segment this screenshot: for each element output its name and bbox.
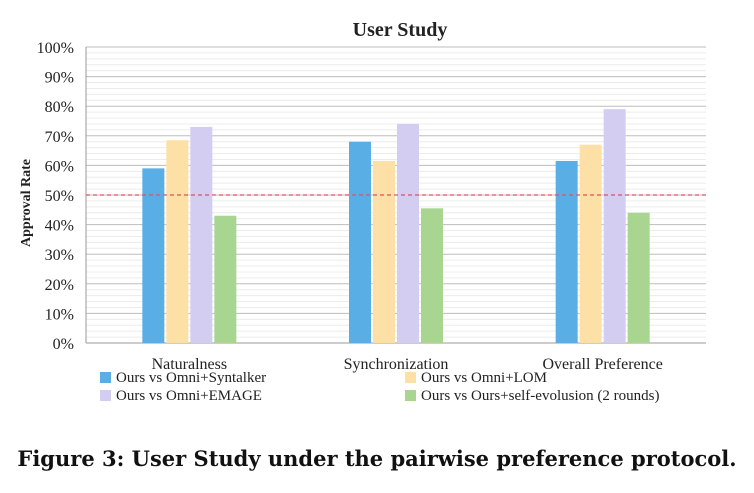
y-tick-label: 100% — [37, 40, 74, 57]
bars — [142, 109, 650, 344]
bar — [555, 160, 578, 343]
x-axis-ticks: Naturalness Synchronization Overall Prefer… — [152, 356, 663, 373]
y-axis-ticks: 0% 10% 20% 30% 40% 50% 60% 70% 80% 90% 100% — [37, 40, 74, 353]
bar — [397, 123, 419, 344]
bar — [214, 215, 237, 343]
legend-label: Ours vs Omni+Syntalker — [116, 370, 266, 386]
legend-swatch — [100, 372, 111, 383]
x-tick-label: Synchronization — [344, 356, 449, 373]
legend-label: Ours vs Omni+LOM — [421, 370, 547, 386]
chart-title: User Study — [353, 19, 448, 41]
legend-swatch — [405, 390, 416, 401]
y-tick-label: 80% — [45, 99, 74, 116]
bar — [142, 168, 165, 343]
y-axis-label: Approval Rate — [19, 159, 34, 247]
legend-swatch — [405, 372, 416, 383]
legend-label: Ours vs Omni+EMAGE — [116, 388, 262, 404]
bar — [603, 109, 626, 343]
bar — [627, 212, 650, 343]
legend: Ours vs Omni+Syntalker Ours vs Omni+LOM Ou… — [100, 370, 659, 404]
bar — [373, 160, 395, 343]
y-tick-label: 40% — [45, 218, 74, 235]
bar — [190, 126, 213, 343]
bar — [166, 140, 189, 343]
bar-chart: User Study 0% 10% 20% 30% 40% 50% 60% 70% 80% 90%… — [19, 19, 706, 404]
figure-caption: Figure 3: User Study under the pairwise … — [17, 446, 737, 471]
grid-lines — [85, 46, 706, 344]
y-tick-label: 20% — [45, 277, 74, 294]
y-tick-label: 60% — [45, 158, 74, 175]
legend-swatch — [100, 390, 111, 401]
x-tick-label: Overall Preference — [542, 356, 662, 373]
x-tick-label: Naturalness — [152, 356, 228, 373]
y-tick-label: 90% — [45, 70, 74, 87]
y-tick-label: 10% — [45, 306, 74, 323]
y-tick-label: 50% — [45, 188, 74, 205]
bar — [349, 141, 371, 343]
bar — [579, 144, 602, 343]
y-tick-label: 30% — [45, 247, 74, 264]
legend-label: Ours vs Ours+self-evolusion (2 rounds) — [421, 388, 659, 404]
y-tick-label: 0% — [53, 336, 74, 353]
y-tick-label: 70% — [45, 129, 74, 146]
bar — [421, 208, 443, 343]
